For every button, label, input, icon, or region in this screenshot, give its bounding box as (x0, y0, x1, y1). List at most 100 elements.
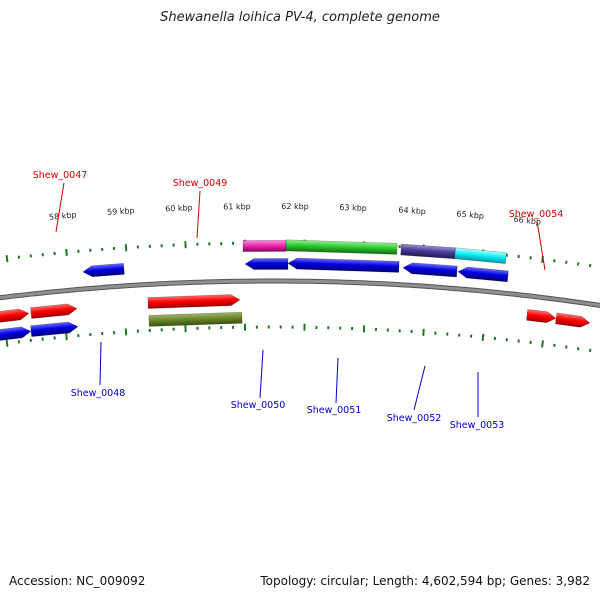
gene-arrow-blue-0051[interactable] (287, 257, 400, 273)
outer-tick-mark (148, 328, 151, 332)
gene-label[interactable]: Shew_0047 (33, 170, 88, 181)
outer-tick-mark (184, 325, 187, 333)
inner-tick-mark (101, 247, 104, 251)
gene-arrow-shew-0047[interactable] (30, 321, 79, 338)
gene-arrow-shew-0048[interactable] (82, 263, 125, 278)
scale-tick-label: 63 kbp (339, 203, 367, 213)
outer-tick-mark (588, 348, 592, 353)
gene-leader-line (259, 349, 264, 399)
scale-tick-label: 64 kbp (398, 205, 426, 216)
outer-tick-mark (327, 326, 330, 330)
outer-tick-mark (279, 325, 282, 329)
outer-tick-mark (41, 337, 44, 341)
outer-tick-mark (172, 327, 175, 331)
outer-tick-mark (398, 329, 401, 333)
gene-arrow-shew-0054[interactable] (555, 312, 591, 329)
outer-tick-mark (29, 338, 32, 342)
gene-arrow-blue-0052[interactable] (402, 262, 458, 278)
outer-tick-mark (434, 331, 437, 335)
outer-tick-mark (160, 328, 163, 332)
inner-tick-mark (208, 242, 211, 246)
inner-tick-mark (517, 254, 520, 259)
scale-tick-label: 65 kbp (456, 209, 484, 220)
scale-tick-label: 61 kbp (223, 202, 251, 211)
gene-arrow-blue-left-edge[interactable] (0, 326, 32, 342)
gene-arrow-shew-0051[interactable] (285, 239, 398, 255)
gene-arrow-blue-0053[interactable] (457, 266, 509, 283)
gene-label[interactable]: Shew_0052 (387, 413, 442, 424)
gene-leader-line (413, 365, 426, 411)
gene-label[interactable]: Shew_0049 (173, 178, 228, 189)
outer-tick-mark (5, 339, 9, 347)
map-title: Shewanella loihica PV-4, complete genome (160, 10, 440, 25)
genome-summary: Topology: circular; Length: 4,602,594 bp… (260, 574, 590, 588)
inner-tick-mark (5, 255, 9, 263)
gene-arrow-shew-0052[interactable] (400, 243, 456, 260)
gene-arrow-shew-0049[interactable] (148, 311, 243, 327)
outer-tick-mark (255, 325, 258, 329)
outer-tick-mark (220, 326, 223, 330)
gene-arrow-red-left-edge[interactable] (0, 308, 30, 324)
outer-tick-mark (267, 325, 270, 329)
inner-tick-mark (29, 254, 32, 258)
inner-tick-mark (565, 260, 568, 264)
outer-tick-mark (243, 323, 247, 331)
inner-tick-mark (148, 244, 151, 248)
inner-tick-mark (529, 256, 532, 260)
gene-arrow-shew-0053[interactable] (454, 247, 507, 264)
outer-tick-mark (386, 328, 389, 332)
genome-backbone (0, 279, 600, 307)
outer-tick-mark (469, 334, 473, 338)
outer-tick-mark (101, 332, 104, 336)
outer-tick-mark (112, 331, 116, 335)
gene-label[interactable]: Shew_0048 (71, 388, 126, 399)
outer-tick-mark (232, 325, 235, 329)
inner-tick-mark (184, 241, 187, 249)
gene-arrow-red-0047b[interactable] (30, 303, 78, 319)
gene-label[interactable]: Shew_0054 (509, 209, 564, 220)
outer-tick-mark (422, 328, 425, 336)
gene-leader-line (335, 357, 339, 404)
inner-tick-mark (136, 245, 139, 249)
gene-leader-line (196, 190, 201, 239)
outer-tick-mark (291, 325, 294, 329)
outer-tick-mark (553, 343, 556, 348)
gene-arrow-red-0054a[interactable] (526, 309, 557, 324)
scale-tick-label: 62 kbp (281, 202, 309, 211)
gene-arrow-blue-0050[interactable] (244, 258, 289, 270)
gene-leader-line (55, 182, 65, 233)
outer-tick-mark (362, 325, 366, 333)
inner-tick-mark (77, 249, 80, 253)
inner-tick-mark (41, 253, 44, 257)
inner-tick-mark (53, 251, 56, 256)
outer-tick-mark (541, 340, 544, 348)
outer-tick-mark (517, 339, 520, 343)
scale-tick-label: 59 kbp (107, 206, 135, 217)
scale-tick-label: 58 kbp (49, 210, 77, 222)
outer-tick-mark (136, 329, 139, 333)
outer-tick-mark (53, 336, 56, 340)
outer-tick-mark (89, 333, 92, 337)
gene-label[interactable]: Shew_0050 (231, 400, 286, 411)
outer-tick-mark (505, 338, 508, 342)
outer-tick-mark (374, 327, 377, 332)
inner-tick-mark (196, 242, 199, 246)
inner-tick-mark (577, 262, 580, 266)
outer-tick-mark (124, 328, 128, 336)
inner-tick-mark (124, 244, 128, 252)
gene-arrow-red-0049b[interactable] (147, 294, 241, 309)
inner-tick-mark (398, 245, 401, 249)
outer-tick-mark (208, 326, 211, 330)
outer-tick-mark (446, 332, 449, 336)
inner-tick-mark (588, 263, 592, 268)
gene-label[interactable]: Shew_0051 (307, 405, 362, 416)
inner-tick-mark (112, 246, 116, 251)
gene-arrow-shew-0050[interactable] (242, 240, 287, 252)
gene-leader-line (99, 341, 102, 386)
outer-tick-mark (565, 345, 568, 349)
accession-label: Accession: NC_009092 (9, 574, 146, 588)
inner-tick-mark (553, 259, 556, 263)
outer-tick-mark (339, 326, 342, 330)
gene-label[interactable]: Shew_0053 (450, 420, 505, 431)
outer-tick-mark (303, 323, 306, 331)
